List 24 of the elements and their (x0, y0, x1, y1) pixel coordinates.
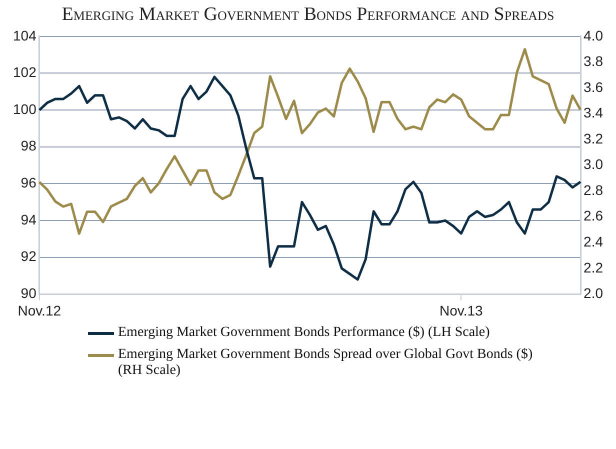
y2-tick-label: 4.0 (584, 27, 604, 44)
y2-tick-label: 3.0 (584, 156, 604, 172)
legend-label: Emerging Market Government Bonds Performance ($) (LH Scale) (118, 325, 490, 341)
chart-title: Emerging Market Government Bonds Performance and Spreads (60, 4, 556, 25)
x-tick-label: Nov.13 (439, 302, 484, 318)
y-tick-label: 90 (20, 285, 37, 302)
y-tick-label: 96 (20, 174, 37, 191)
y-tick-label: 100 (13, 100, 37, 117)
y2-tick-label: 3.6 (584, 78, 604, 95)
y-tick-label: 104 (13, 27, 37, 44)
legend-label: Emerging Market Government Bonds Spread over Global Govt Bonds ($) (RH Scale) (118, 347, 534, 379)
y2-tick-label: 3.8 (584, 53, 604, 70)
x-tick-label: Nov.12 (18, 302, 62, 318)
y-tick-label: 92 (20, 248, 37, 264)
y2-tick-label: 3.4 (584, 104, 604, 121)
y2-tick-label: 2.8 (584, 182, 604, 198)
y-tick-label: 98 (20, 138, 37, 154)
y2-tick-label: 2.2 (584, 259, 604, 276)
y2-tick-label: 2.4 (584, 234, 604, 250)
y2-tick-label: 3.2 (584, 130, 604, 146)
y-tick-label: 102 (13, 64, 37, 80)
y-tick-label: 94 (20, 211, 37, 228)
y2-tick-label: 2.0 (584, 285, 604, 302)
y2-tick-label: 2.6 (584, 208, 604, 224)
